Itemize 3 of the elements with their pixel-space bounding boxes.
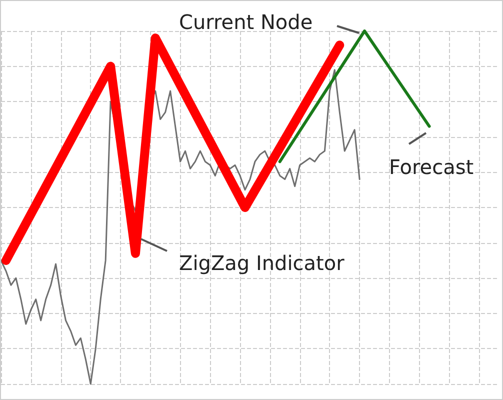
annotation: ZigZag Indicator	[179, 251, 346, 275]
annotation: Forecast	[389, 155, 474, 179]
annotation: Current Node	[179, 10, 313, 34]
